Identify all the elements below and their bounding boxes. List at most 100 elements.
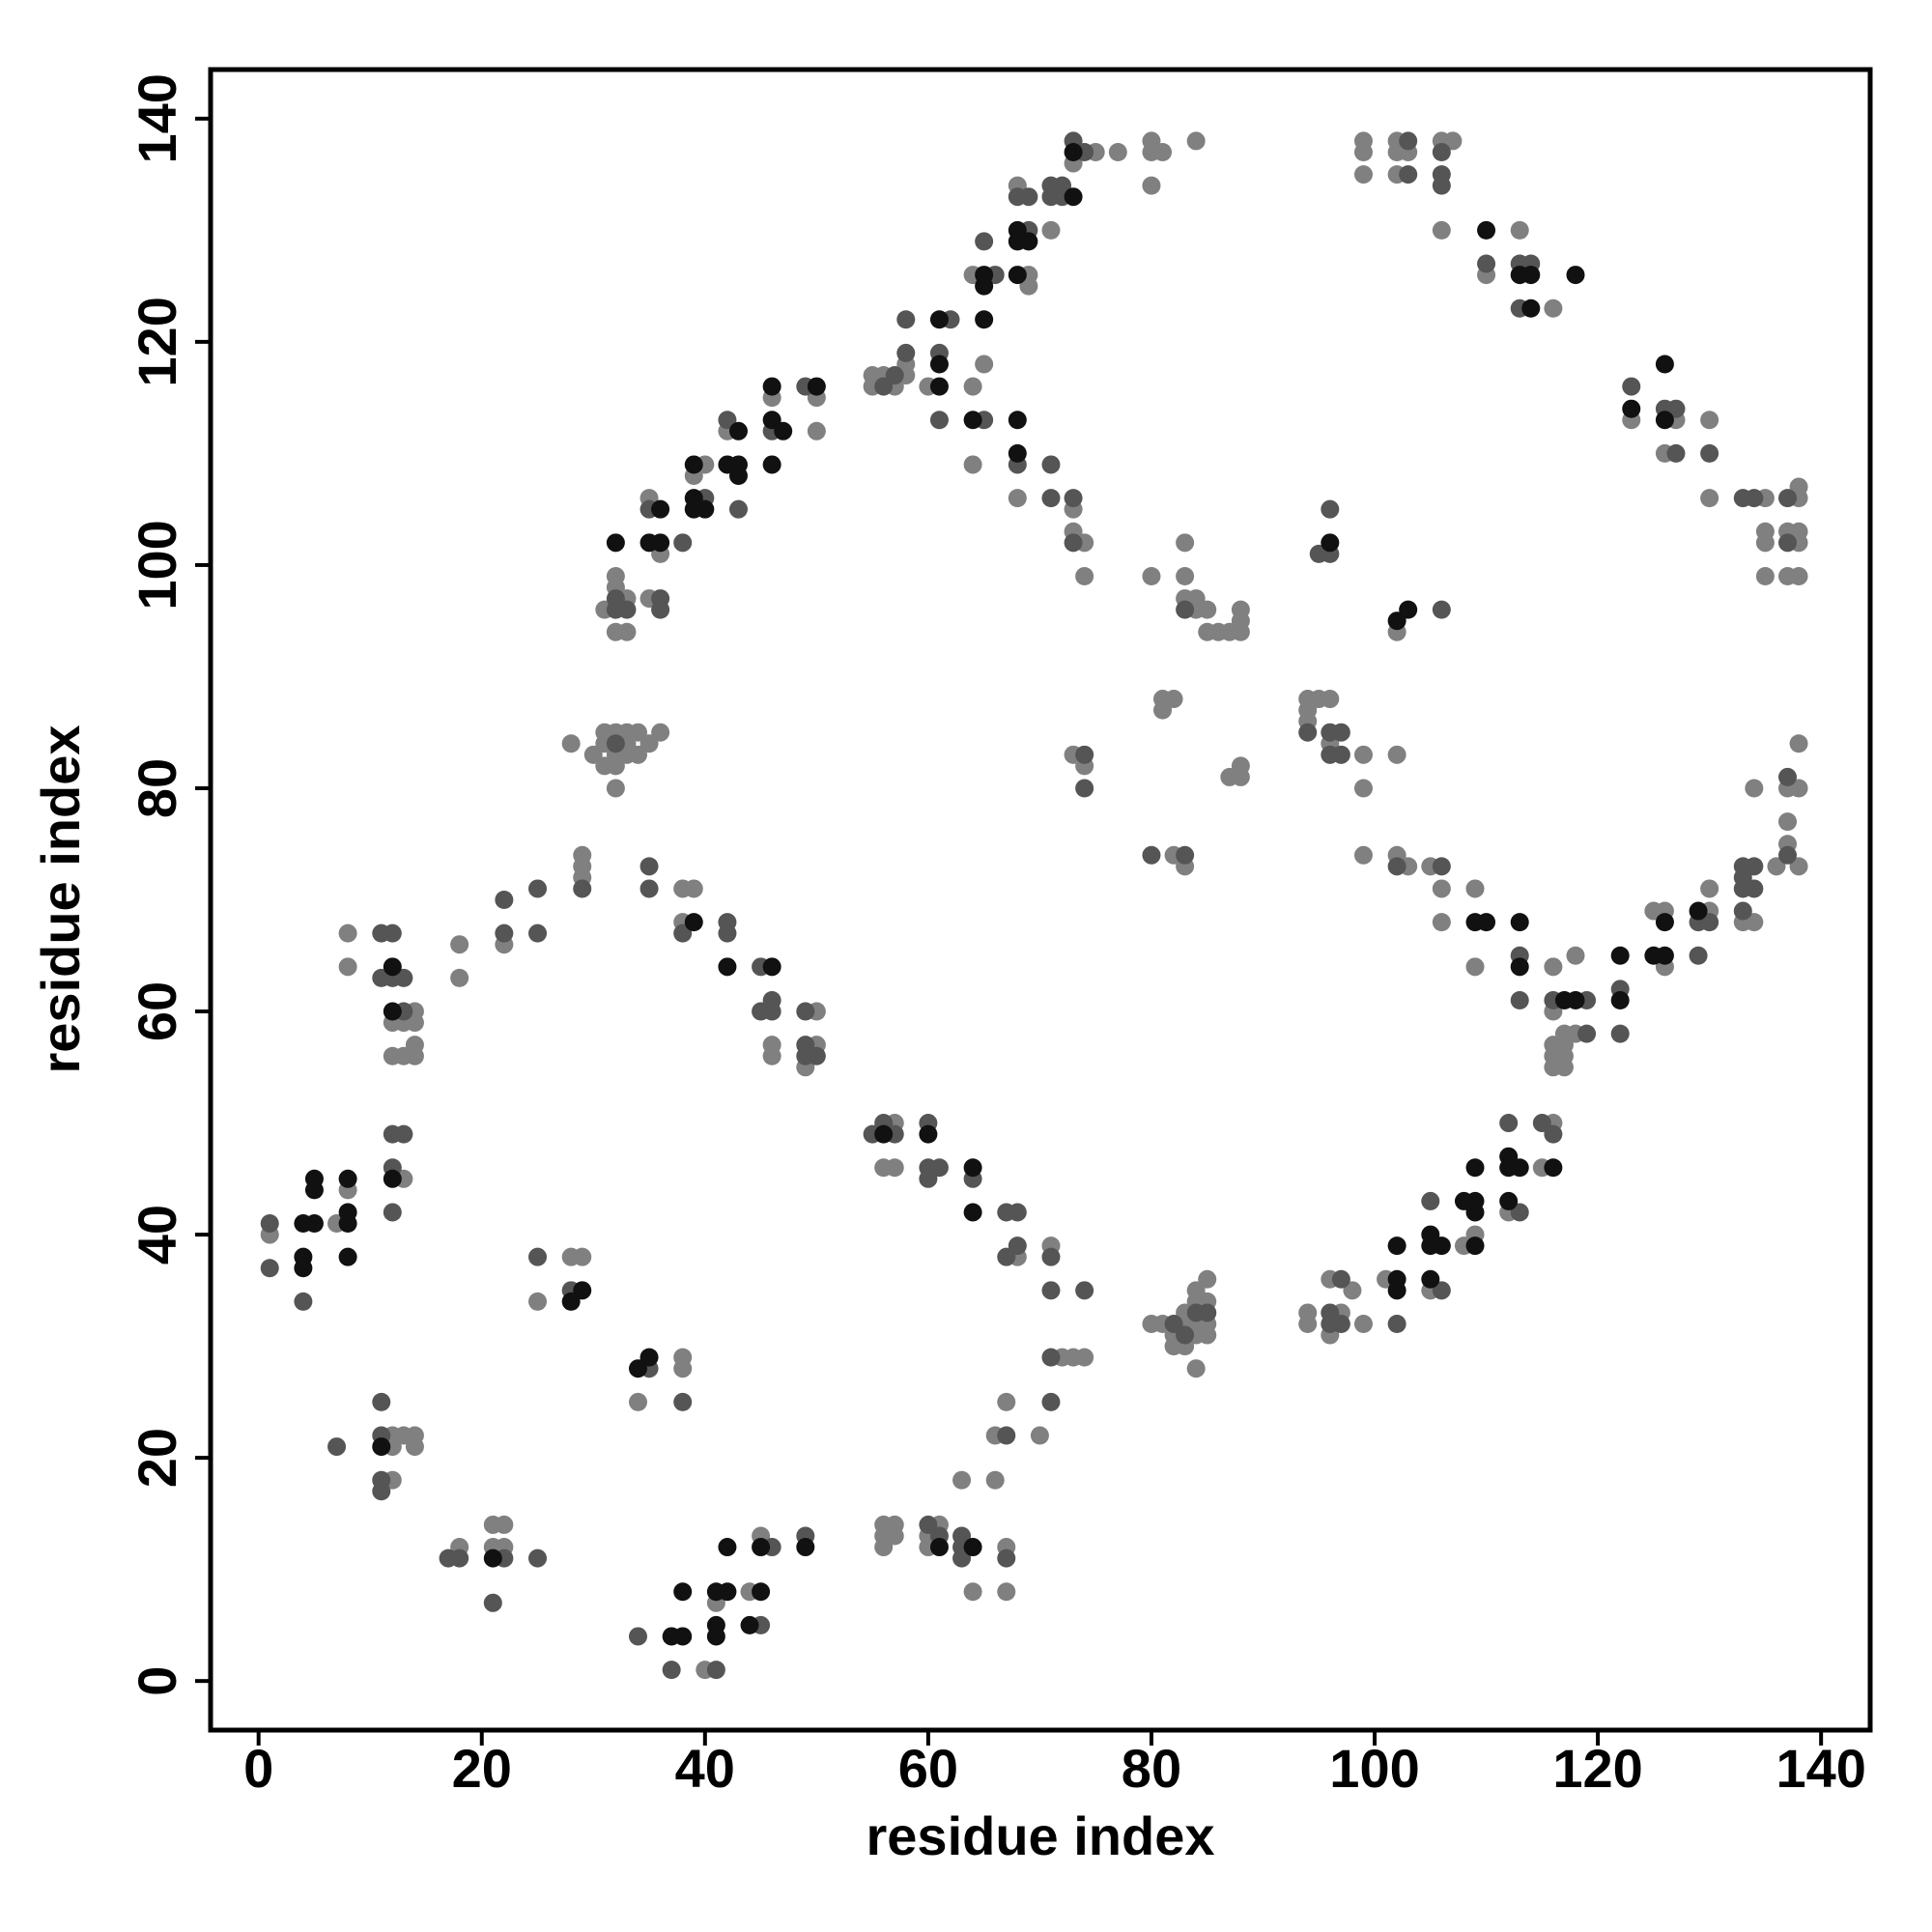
point bbox=[606, 734, 625, 753]
point bbox=[1655, 411, 1674, 430]
point bbox=[639, 1348, 659, 1367]
point bbox=[1443, 131, 1463, 151]
point bbox=[1019, 276, 1038, 296]
x-tick-label: 100 bbox=[1329, 1738, 1419, 1799]
point bbox=[1041, 220, 1061, 240]
point bbox=[1655, 946, 1674, 965]
point bbox=[1566, 946, 1585, 965]
point bbox=[718, 1582, 737, 1602]
point bbox=[1477, 220, 1496, 240]
point bbox=[1778, 489, 1798, 508]
point bbox=[985, 1470, 1005, 1490]
point bbox=[728, 421, 748, 440]
point bbox=[684, 455, 703, 474]
point bbox=[450, 935, 469, 954]
point bbox=[1778, 533, 1798, 553]
point bbox=[1353, 165, 1373, 185]
point bbox=[1343, 1281, 1362, 1300]
point bbox=[1510, 220, 1529, 240]
point bbox=[963, 1582, 982, 1602]
point bbox=[372, 1437, 391, 1457]
point bbox=[752, 1582, 771, 1602]
point bbox=[1399, 131, 1418, 151]
point bbox=[752, 1538, 771, 1557]
point bbox=[1432, 142, 1451, 161]
point bbox=[762, 1046, 781, 1065]
point bbox=[963, 411, 982, 430]
point bbox=[1465, 1158, 1485, 1178]
point bbox=[606, 533, 625, 553]
point bbox=[1019, 232, 1038, 251]
point bbox=[718, 957, 737, 977]
point bbox=[1700, 411, 1719, 430]
point bbox=[1064, 533, 1083, 553]
point bbox=[1142, 176, 1161, 195]
point bbox=[1745, 857, 1764, 876]
point bbox=[1142, 566, 1161, 585]
y-tick-label: 100 bbox=[127, 520, 187, 610]
point bbox=[483, 1548, 502, 1568]
point bbox=[651, 723, 670, 742]
point bbox=[1421, 1269, 1440, 1289]
point bbox=[796, 1538, 815, 1557]
point bbox=[718, 923, 737, 943]
point bbox=[762, 1002, 781, 1021]
point bbox=[728, 467, 748, 486]
point bbox=[762, 957, 781, 977]
point bbox=[405, 1013, 424, 1033]
point bbox=[1510, 913, 1529, 932]
point bbox=[1622, 399, 1641, 418]
point bbox=[1186, 131, 1206, 151]
point bbox=[963, 1158, 982, 1178]
point bbox=[1477, 254, 1496, 273]
point bbox=[628, 1392, 647, 1411]
point bbox=[1432, 176, 1451, 195]
point bbox=[405, 1046, 424, 1065]
point bbox=[1231, 767, 1250, 786]
point bbox=[1387, 1236, 1406, 1256]
point bbox=[394, 968, 413, 987]
point bbox=[1176, 566, 1195, 585]
point bbox=[528, 923, 548, 943]
point bbox=[383, 923, 402, 943]
point bbox=[807, 421, 826, 440]
point bbox=[1176, 600, 1195, 619]
point bbox=[1432, 1236, 1451, 1256]
point bbox=[1008, 266, 1027, 285]
x-tick-label: 40 bbox=[675, 1738, 735, 1799]
point bbox=[1789, 566, 1808, 585]
point bbox=[595, 723, 614, 742]
point bbox=[338, 923, 357, 943]
point bbox=[1655, 355, 1674, 374]
point bbox=[1064, 187, 1083, 207]
point bbox=[1198, 600, 1217, 619]
y-tick-label: 60 bbox=[127, 981, 187, 1041]
point bbox=[1075, 779, 1094, 798]
point bbox=[338, 1169, 357, 1188]
point bbox=[1700, 913, 1719, 932]
point bbox=[1008, 411, 1027, 430]
point bbox=[1041, 1247, 1061, 1266]
point bbox=[1745, 779, 1764, 798]
point bbox=[1432, 857, 1451, 876]
point bbox=[1321, 533, 1340, 553]
point bbox=[885, 1526, 904, 1546]
point bbox=[628, 723, 647, 742]
point bbox=[807, 377, 826, 396]
point bbox=[963, 1538, 982, 1557]
point bbox=[1030, 1426, 1049, 1445]
point bbox=[728, 499, 748, 519]
point bbox=[975, 276, 994, 296]
point bbox=[1353, 1314, 1373, 1333]
point bbox=[573, 1281, 592, 1300]
x-tick-label: 20 bbox=[452, 1738, 512, 1799]
point bbox=[1331, 745, 1350, 764]
point bbox=[573, 879, 592, 898]
point bbox=[1510, 957, 1529, 977]
point bbox=[1610, 1024, 1630, 1043]
point bbox=[1432, 879, 1451, 898]
point bbox=[1544, 1158, 1563, 1178]
y-tick-label: 80 bbox=[127, 758, 187, 818]
y-tick-label: 120 bbox=[127, 297, 187, 386]
point bbox=[573, 1247, 592, 1266]
